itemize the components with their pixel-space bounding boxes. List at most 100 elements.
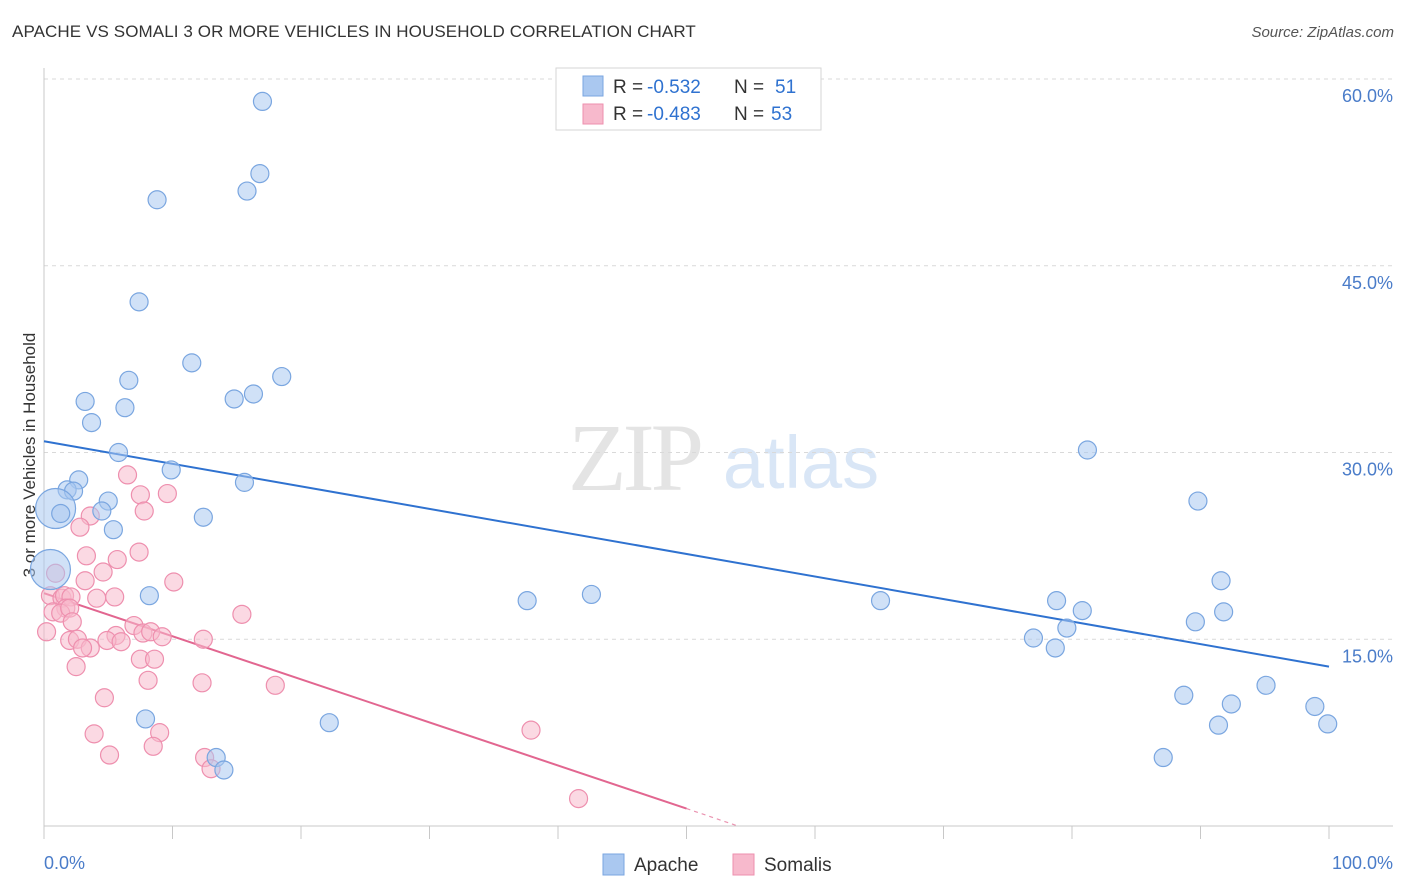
apache-point <box>1318 714 1338 734</box>
somali-point <box>568 789 589 809</box>
apache-point <box>182 353 202 373</box>
apache-point <box>1214 602 1234 622</box>
grid-lines <box>44 78 1393 640</box>
somali-point <box>134 501 154 521</box>
apache-point <box>108 442 129 463</box>
apache-point <box>214 760 234 780</box>
apache-point <box>517 591 537 611</box>
legend-somali-swatch <box>582 103 604 125</box>
apache-point <box>129 292 149 312</box>
bottom-legend-apache-label: Apache <box>634 855 698 876</box>
apache-point <box>75 391 95 412</box>
apache-point <box>92 501 112 521</box>
apache-points <box>29 91 1338 780</box>
somali-point <box>72 638 93 658</box>
somali-point <box>117 465 138 485</box>
somali-point <box>193 629 213 649</box>
apache-point <box>1221 694 1241 714</box>
apache-point <box>103 520 123 540</box>
watermark-atlas: atlas <box>723 421 879 504</box>
somali-point <box>157 483 177 504</box>
somali-point <box>76 546 97 566</box>
somali-point <box>152 627 172 647</box>
apache-point <box>51 503 71 524</box>
legend-apache-swatch <box>582 75 604 97</box>
apache-point <box>224 389 244 409</box>
somali-point <box>265 675 285 695</box>
apache-point <box>243 384 264 404</box>
chart-title: APACHE VS SOMALI 3 OR MORE VEHICLES IN H… <box>12 22 696 41</box>
apache-point <box>870 591 891 611</box>
series-legend: Apache Somalis <box>602 853 832 876</box>
apache-point <box>1045 638 1065 658</box>
apache-point <box>147 190 167 210</box>
apache-point <box>1072 601 1092 621</box>
somali-point <box>105 587 125 607</box>
somali-point <box>66 657 86 677</box>
apache-point <box>161 460 181 480</box>
legend-somali-r-value: -0.483 <box>647 104 701 125</box>
apache-point <box>139 586 159 606</box>
legend-somali-n-value: 53 <box>771 104 792 125</box>
apache-point <box>234 472 255 492</box>
somali-point <box>111 632 131 652</box>
bottom-legend-somali-label: Somalis <box>764 855 832 876</box>
apache-point <box>237 181 257 201</box>
somali-point <box>99 745 120 765</box>
correlation-legend: R = -0.532 N = 51 R = -0.483 N = 53 <box>555 67 822 131</box>
apache-point <box>1211 571 1231 591</box>
apache-point <box>81 413 102 433</box>
somali-point <box>107 549 127 570</box>
apache-point <box>250 164 270 184</box>
somali-point <box>75 571 95 591</box>
legend-apache-r-label: R = <box>613 77 643 98</box>
axes <box>43 68 1393 839</box>
apache-point <box>1153 747 1173 768</box>
apache-point <box>119 370 139 390</box>
watermark-zip: ZIP <box>568 404 701 511</box>
apache-point <box>252 91 273 112</box>
apache-point <box>193 507 213 527</box>
somali-point <box>87 588 107 608</box>
somali-points <box>36 465 589 809</box>
y-tick-label-1: 30.0% <box>1342 460 1393 480</box>
apache-point <box>272 366 292 387</box>
legend-somali-n-label: N = <box>734 104 764 125</box>
apache-trend-line <box>43 440 1330 668</box>
source-label: Source: ZipAtlas.com <box>1251 24 1394 41</box>
somali-point <box>94 688 114 708</box>
somali-point <box>129 542 149 562</box>
somali-point <box>521 720 541 740</box>
somali-point <box>143 736 163 756</box>
apache-point <box>581 584 602 605</box>
somali-point <box>93 562 113 582</box>
somali-point <box>130 485 150 505</box>
apache-point <box>1256 675 1276 695</box>
x-tick-label-max: 100.0% <box>1332 853 1393 873</box>
legend-apache-n-value: 51 <box>775 77 796 98</box>
apache-point <box>1077 440 1098 460</box>
somali-point <box>138 670 158 690</box>
apache-point <box>1305 696 1325 717</box>
bottom-legend-somali-swatch <box>732 853 755 876</box>
apache-point <box>319 713 339 733</box>
somali-point <box>232 604 252 624</box>
somali-point <box>192 673 212 693</box>
legend-somali-r-label: R = <box>613 104 643 125</box>
apache-point <box>1023 628 1044 648</box>
y-tick-label-3: 60.0% <box>1342 86 1393 106</box>
y-tick-label-0: 15.0% <box>1342 646 1393 666</box>
somali-point <box>164 572 184 592</box>
apache-point <box>1208 715 1229 735</box>
apache-point <box>1046 591 1067 611</box>
somali-point <box>144 649 165 669</box>
somali-point <box>36 622 57 642</box>
somali-trend-extension <box>686 808 739 827</box>
y-tick-labels: 15.0% 30.0% 45.0% 60.0% <box>1342 86 1393 666</box>
apache-point <box>135 709 156 729</box>
apache-point <box>1185 612 1205 632</box>
apache-point <box>115 398 135 418</box>
apache-point <box>1057 618 1077 638</box>
somali-point <box>84 724 104 744</box>
